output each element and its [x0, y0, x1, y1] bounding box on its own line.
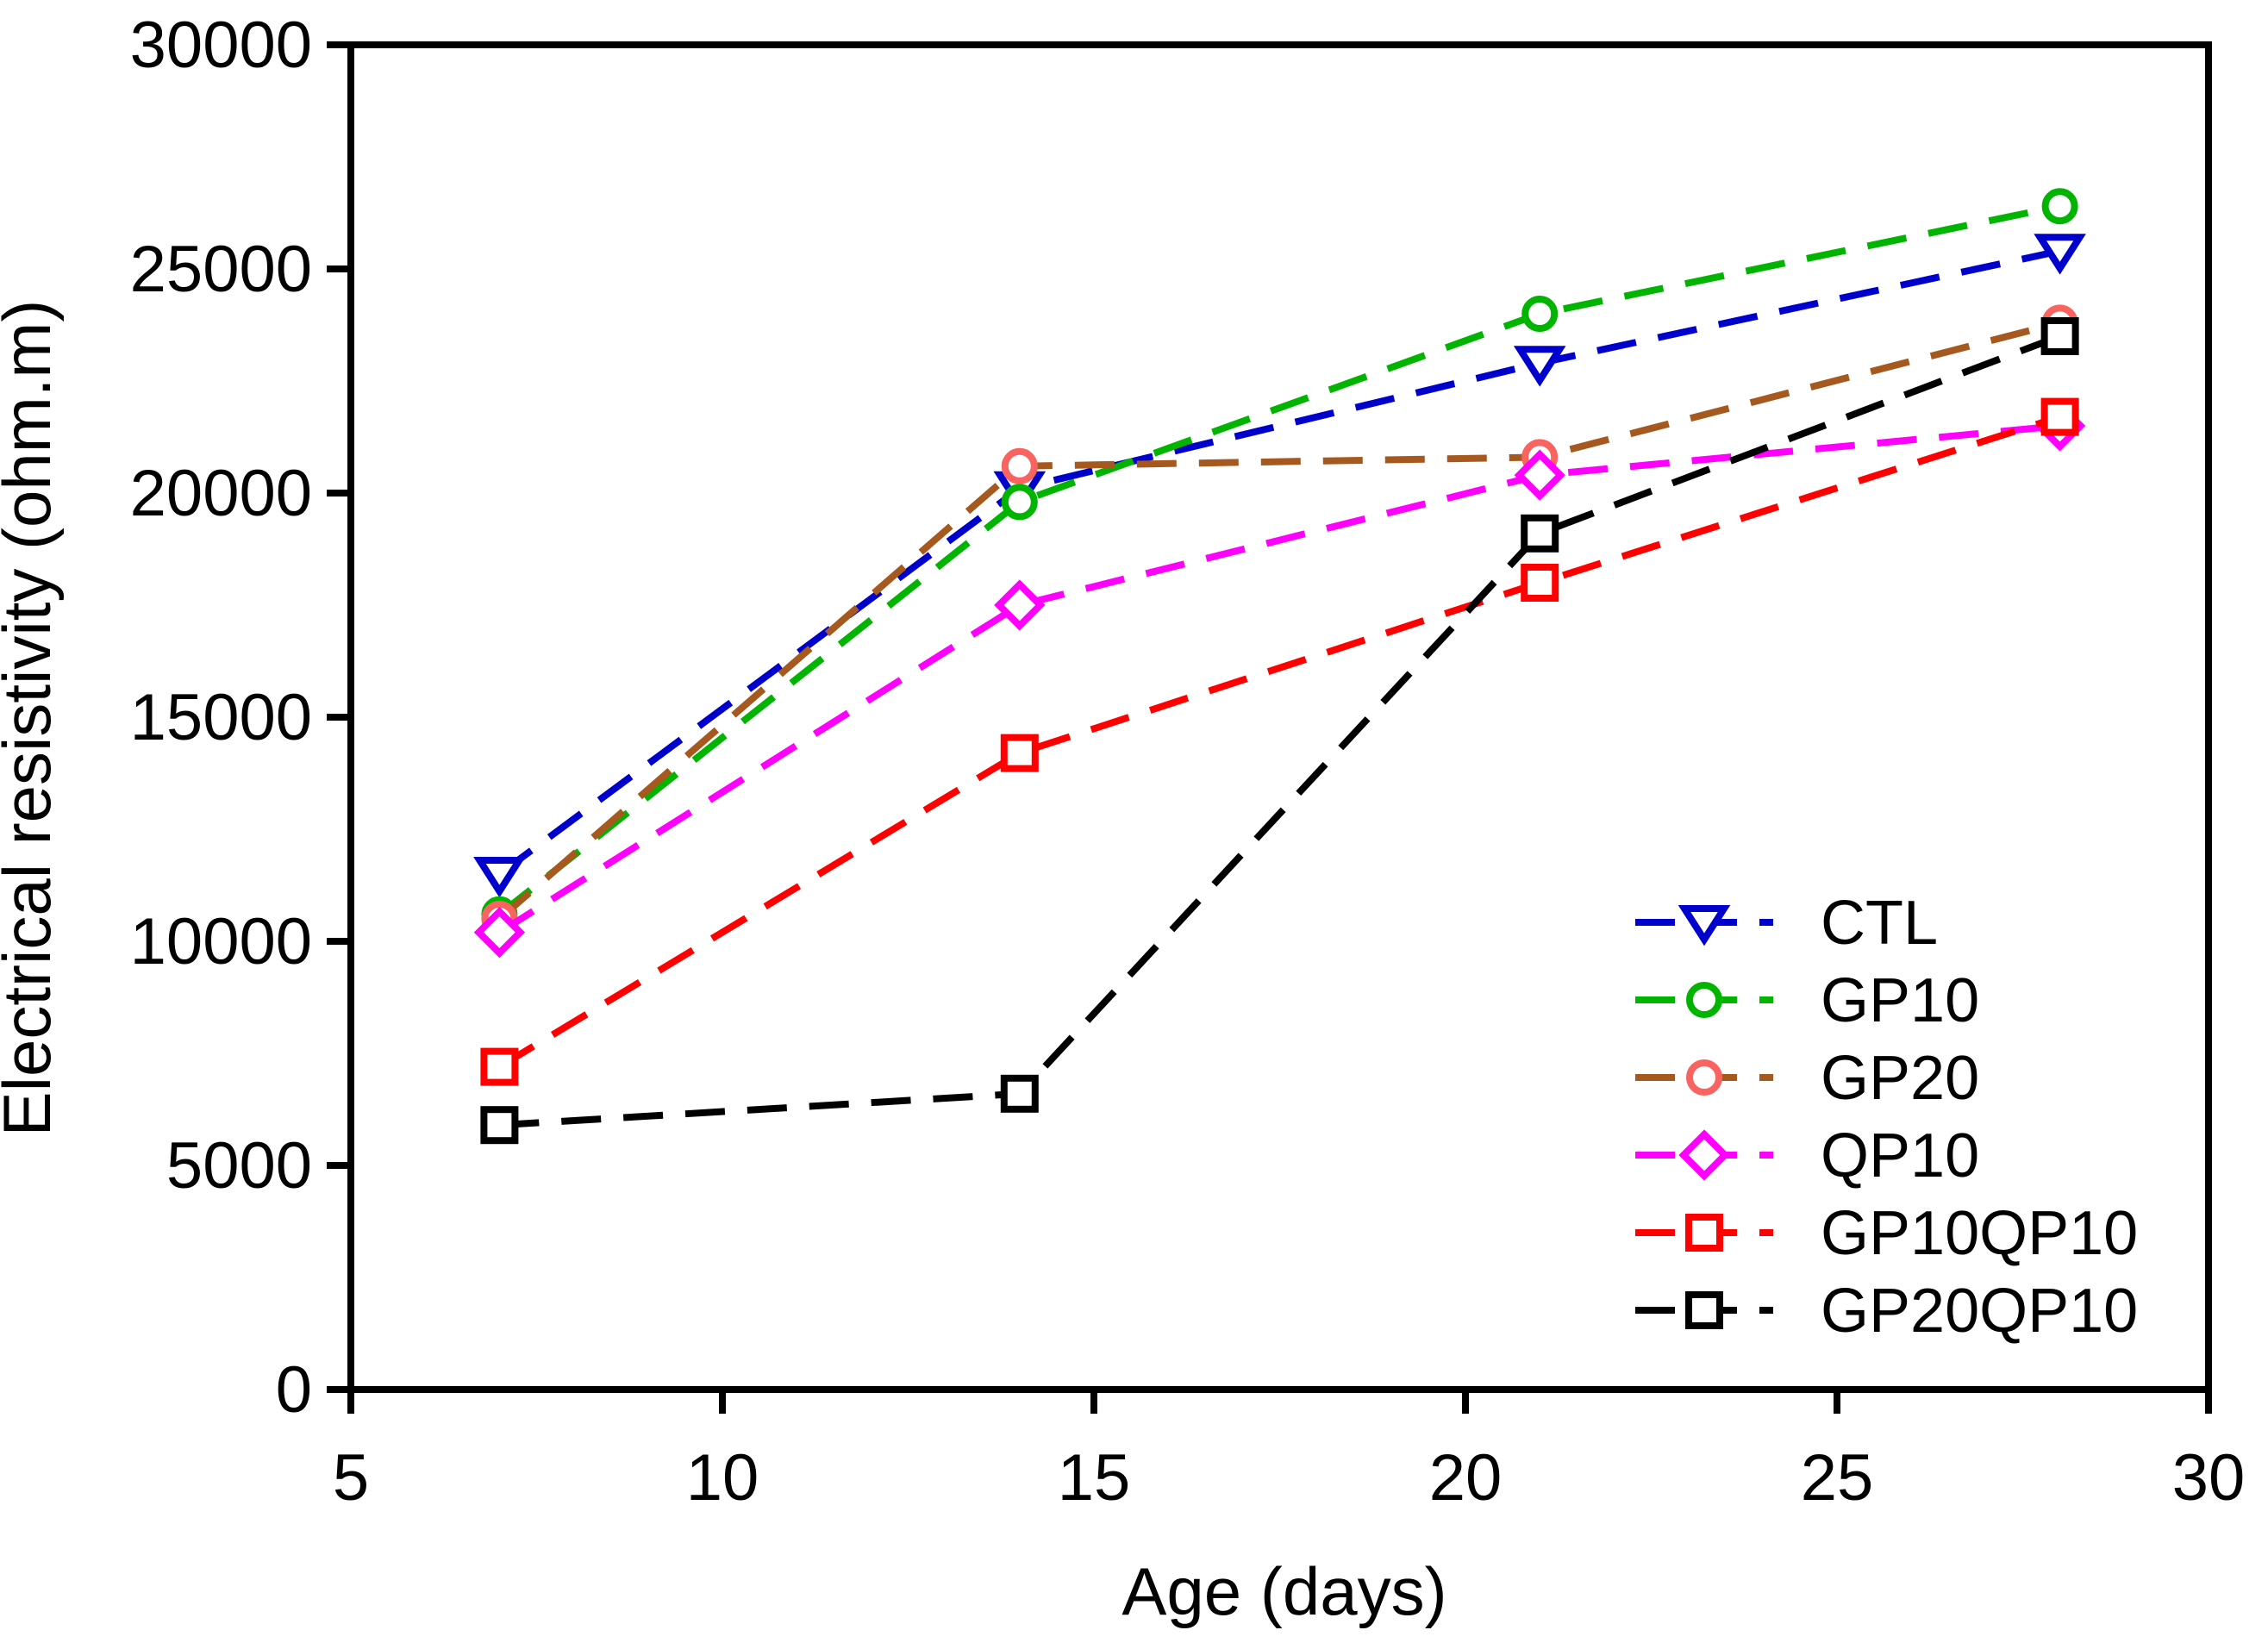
- series-marker-GP10QP10: [1521, 564, 1559, 602]
- x-tick-label: 15: [1058, 1441, 1131, 1515]
- legend-item-CTL: CTL: [1635, 889, 1938, 958]
- y-tick-label: 10000: [130, 905, 312, 978]
- series-marker-GP10: [2041, 188, 2078, 225]
- x-tick-label: 5: [333, 1441, 369, 1515]
- x-axis-title: Age (days): [1122, 1553, 1446, 1629]
- legend-label: GP20QP10: [1821, 1277, 2138, 1346]
- y-axis-title: Electrical resistivity (ohm.m): [0, 300, 65, 1137]
- legend-marker-circle: [1686, 1059, 1722, 1096]
- series-marker-QP10: [994, 579, 1046, 631]
- data-series-layer: [473, 188, 2086, 1145]
- legend-label: GP10QP10: [1821, 1199, 2138, 1268]
- y-tick-label: 0: [276, 1353, 312, 1427]
- y-tick-label: 20000: [130, 457, 312, 530]
- x-tick-label: 10: [686, 1441, 759, 1515]
- legend-item-GP20QP10: GP20QP10: [1635, 1277, 2138, 1346]
- x-tick-label: 20: [1429, 1441, 1503, 1515]
- series-line-GP10QP10: [497, 413, 2061, 1071]
- x-tick-label: 25: [1801, 1441, 1874, 1515]
- series-marker-GP10QP10: [480, 1047, 519, 1086]
- series-marker-GP20QP10: [480, 1106, 519, 1145]
- legend-marker-circle: [1686, 982, 1722, 1018]
- series-marker-GP20: [1001, 447, 1038, 484]
- legend-item-GP10: GP10: [1635, 966, 1979, 1035]
- series-marker-GP10QP10: [1000, 734, 1039, 772]
- series-marker-GP20QP10: [1521, 514, 1559, 553]
- series-line-GP20: [497, 319, 2061, 922]
- y-tick-label: 30000: [130, 9, 312, 82]
- legend-label: GP10: [1821, 966, 1979, 1035]
- series-line-CTL: [497, 247, 2061, 878]
- series-line-GP20QP10: [499, 333, 2062, 1129]
- series-marker-QP10: [473, 906, 526, 959]
- legend-item-GP20: GP20: [1635, 1044, 1979, 1113]
- x-tick-label: 30: [2172, 1441, 2246, 1515]
- series-line-GP10: [497, 203, 2061, 917]
- y-tick-label: 25000: [130, 233, 312, 306]
- series-marker-CTL: [473, 857, 526, 898]
- series-marker-CTL: [1513, 346, 1566, 387]
- legend-label: CTL: [1821, 889, 1938, 958]
- legend-marker-square: [1685, 1291, 1723, 1329]
- axis-tick-layer: 5 10 15 20 25 30 0 5000 10000 15000 20000 25000 3000…: [130, 9, 2246, 1515]
- legend-item-QP10: QP10: [1635, 1121, 1979, 1190]
- series-marker-GP20QP10: [1000, 1074, 1039, 1113]
- legend-label: QP10: [1821, 1121, 1979, 1190]
- series-marker-GP10: [1521, 296, 1559, 332]
- series-line-QP10: [497, 422, 2060, 935]
- legend-item-GP10QP10: GP10QP10: [1635, 1199, 2138, 1268]
- series-marker-GP20QP10: [2040, 317, 2079, 355]
- series-marker-GP10: [1001, 484, 1038, 521]
- series-marker-QP10: [1514, 449, 1565, 501]
- legend-label: GP20: [1821, 1044, 1979, 1113]
- y-tick-label: 15000: [130, 681, 312, 754]
- legend-marker-triangle-down: [1678, 905, 1731, 946]
- legend-marker-diamond: [1678, 1129, 1730, 1181]
- series-marker-GP10QP10: [2040, 397, 2079, 436]
- legend-marker-square: [1685, 1214, 1723, 1252]
- series-marker-CTL: [2034, 234, 2086, 275]
- y-tick-label: 5000: [166, 1129, 312, 1202]
